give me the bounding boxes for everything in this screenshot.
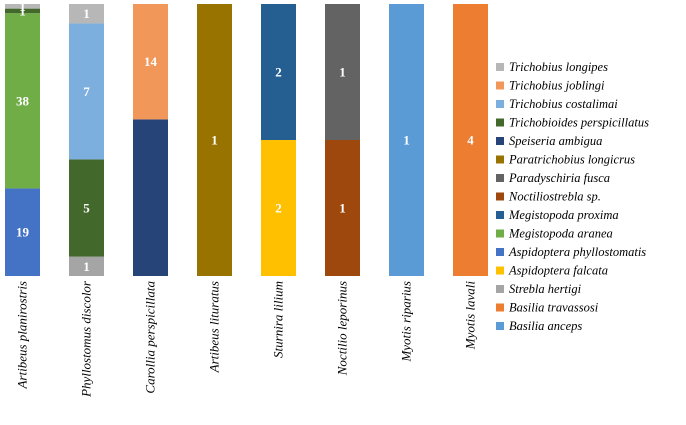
legend-swatch-strebla-hertigi	[496, 285, 504, 293]
value-label-artibeus-planirostris-trichobius-longipes: 1	[19, 0, 26, 14]
legend-swatch-megistopoda-aranea	[496, 229, 504, 238]
legend-item-speiseria-ambigua: Speiseria ambigua	[496, 134, 602, 148]
legend-item-trichobius-longipes: Trichobius longipes	[496, 60, 608, 74]
category-label-artibeus-planirostris: Artibeus planirostris	[15, 281, 30, 390]
legend-swatch-aspidoptera-falcata	[496, 266, 504, 275]
legend-swatch-trichobius-costalimai	[496, 100, 504, 108]
category-labels-layer: Artibeus planirostris Phyllostomus discol…	[15, 280, 478, 398]
legend-swatch-megistopoda-proxima	[496, 211, 504, 219]
legend-item-paradyschiria-fusca: Paradyschiria fusca	[496, 171, 610, 185]
legend-item-megistopoda-proxima: Megistopoda proxima	[496, 208, 619, 222]
bar-segment-myotis-riparius-basilia-anceps	[389, 4, 424, 276]
category-label-artibeus-lituratus: Artibeus lituratus	[207, 281, 222, 373]
category-label-noctilio-leporinus: Noctilio leporinus	[335, 281, 350, 376]
value-label-artibeus-lituratus-paratrichobius-longicrus: 1	[211, 133, 218, 148]
legend-swatch-basilia-travassosi	[496, 303, 504, 312]
bar-segment-phyllostomus-discolor-strebla-hertigi	[69, 256, 104, 276]
value-label-myotis-lavali-basilia-travassosi: 4	[467, 133, 474, 148]
legend-item-paratrichobius-longicrus: Paratrichobius longicrus	[496, 153, 635, 167]
legend-label-trichobius-joblingi: Trichobius joblingi	[509, 79, 605, 93]
legend-label-aspidoptera-falcata: Aspidoptera falcata	[508, 264, 608, 278]
legend-label-basilia-travassosi: Basilia travassosi	[509, 301, 599, 315]
bar-segment-noctilio-leporinus-paradyschiria-fusca	[325, 4, 360, 140]
legend-item-trichobius-joblingi: Trichobius joblingi	[496, 79, 605, 93]
legend-item-aspidoptera-falcata: Aspidoptera falcata	[496, 264, 608, 278]
legend-item-strebla-hertigi: Strebla hertigi	[496, 282, 582, 296]
value-label-phyllostomus-discolor-trichobius-costalimai: 7	[83, 84, 90, 99]
legend-item-noctiliostrebla-sp: Noctiliostrebla sp.	[496, 190, 601, 204]
value-label-phyllostomus-discolor-trichobioides-perspicillatus: 5	[83, 201, 90, 216]
bar-segment-sturnira-lilium-megistopoda-proxima	[261, 4, 296, 140]
legend: Trichobius longipes Trichobius joblingi Tr…	[496, 60, 649, 333]
legend-label-trichobius-costalimai: Trichobius costalimai	[509, 97, 618, 111]
value-label-phyllostomus-discolor-strebla-hertigi: 1	[83, 259, 90, 274]
bar-segment-phyllostomus-discolor-trichobius-costalimai	[69, 23, 104, 160]
value-label-myotis-riparius-basilia-anceps: 1	[403, 133, 410, 148]
legend-label-basilia-anceps: Basilia anceps	[509, 319, 582, 333]
legend-label-trichobius-longipes: Trichobius longipes	[509, 60, 608, 74]
bar-segment-carollia-perspicillata-trichobius-joblingi	[133, 4, 168, 120]
value-label-carollia-perspicillata-trichobius-joblingi: 14	[144, 54, 158, 69]
legend-item-basilia-travassosi: Basilia travassosi	[496, 301, 599, 315]
legend-swatch-aspidoptera-phyllostomatis	[496, 248, 504, 256]
legend-item-trichobioides-perspicillatus: Trichobioides perspicillatus	[496, 116, 649, 130]
bar-segment-artibeus-planirostris-trichobioides-perspicillatus	[5, 8, 40, 14]
legend-item-megistopoda-aranea: Megistopoda aranea	[496, 227, 613, 241]
legend-swatch-basilia-anceps	[496, 322, 504, 330]
legend-swatch-noctiliostrebla-sp	[496, 192, 504, 201]
value-label-artibeus-planirostris-aspidoptera-phyllostomatis: 19	[16, 225, 30, 240]
value-label-sturnira-lilium-aspidoptera-falcata: 2	[275, 201, 282, 216]
legend-swatch-trichobius-joblingi	[496, 81, 504, 90]
bar-segment-phyllostomus-discolor-trichobius-longipes	[69, 4, 104, 24]
legend-label-speiseria-ambigua: Speiseria ambigua	[509, 134, 602, 148]
legend-item-trichobius-costalimai: Trichobius costalimai	[496, 97, 618, 111]
bar-segment-sturnira-lilium-aspidoptera-falcata	[261, 140, 296, 276]
legend-label-trichobioides-perspicillatus: Trichobioides perspicillatus	[509, 116, 649, 130]
legend-swatch-trichobioides-perspicillatus	[496, 118, 504, 127]
bar-segment-artibeus-planirostris-megistopoda-aranea	[5, 13, 40, 189]
bar-segment-phyllostomus-discolor-trichobioides-perspicillatus	[69, 159, 104, 257]
category-label-myotis-lavali: Myotis lavali	[463, 281, 478, 351]
category-label-sturnira-lilium: Sturnira lilium	[271, 281, 286, 358]
legend-label-megistopoda-proxima: Megistopoda proxima	[508, 208, 619, 222]
legend-swatch-trichobius-longipes	[496, 63, 504, 71]
value-label-noctilio-leporinus-paradyschiria-fusca: 1	[339, 65, 346, 80]
bar-segment-noctilio-leporinus-noctiliostrebla-sp	[325, 140, 360, 276]
legend-swatch-speiseria-ambigua	[496, 137, 504, 145]
bar-segment-artibeus-planirostris-aspidoptera-phyllostomatis	[5, 188, 40, 276]
legend-swatch-paratrichobius-longicrus	[496, 155, 504, 164]
legend-swatch-paradyschiria-fusca	[496, 174, 504, 182]
category-label-carollia-perspicillata: Carollia perspicillata	[143, 281, 158, 394]
category-label-myotis-riparius: Myotis riparius	[399, 281, 414, 363]
value-label-phyllostomus-discolor-trichobius-longipes: 1	[83, 6, 90, 21]
legend-label-strebla-hertigi: Strebla hertigi	[509, 282, 582, 296]
bar-segment-artibeus-lituratus-paratrichobius-longicrus	[197, 4, 232, 276]
value-label-artibeus-planirostris-trichobioides-perspicillatus: 1	[19, 3, 26, 18]
legend-label-megistopoda-aranea: Megistopoda aranea	[508, 227, 613, 241]
bar-segment-carollia-perspicillata-speiseria-ambigua	[133, 119, 168, 276]
bar-segment-myotis-lavali-basilia-travassosi	[453, 4, 488, 276]
legend-item-aspidoptera-phyllostomatis: Aspidoptera phyllostomatis	[496, 245, 646, 259]
value-label-artibeus-planirostris-megistopoda-aranea: 38	[16, 93, 30, 108]
legend-label-aspidoptera-phyllostomatis: Aspidoptera phyllostomatis	[508, 245, 646, 259]
bar-segment-artibeus-planirostris-trichobius-longipes	[5, 4, 40, 9]
legend-label-paratrichobius-longicrus: Paratrichobius longicrus	[508, 153, 635, 167]
legend-item-basilia-anceps: Basilia anceps	[496, 319, 582, 333]
legend-label-noctiliostrebla-sp: Noctiliostrebla sp.	[508, 190, 601, 204]
value-label-sturnira-lilium-megistopoda-proxima: 2	[275, 65, 282, 80]
legend-label-paradyschiria-fusca: Paradyschiria fusca	[508, 171, 610, 185]
value-label-noctilio-leporinus-noctiliostrebla-sp: 1	[339, 201, 346, 216]
category-label-phyllostomus-discolor: Phyllostomus discolor	[79, 280, 94, 398]
